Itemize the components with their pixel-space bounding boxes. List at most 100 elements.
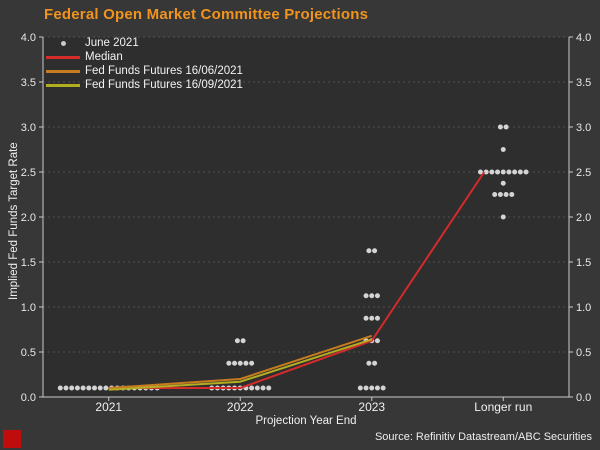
plot-background — [43, 37, 569, 397]
x-tick-label: 2022 — [227, 400, 254, 414]
dot — [363, 385, 369, 391]
dot — [380, 385, 386, 391]
dot — [517, 169, 523, 175]
median-line-swatch-icon — [46, 55, 80, 59]
dot — [254, 385, 260, 391]
y-tick-label-left: 3.5 — [21, 77, 36, 89]
dot — [512, 169, 518, 175]
dot — [500, 214, 506, 220]
y-tick-label-left: 2.5 — [21, 167, 36, 179]
dot — [97, 385, 103, 391]
legend-label-futures-june: Fed Funds Futures 16/06/2021 — [85, 65, 243, 77]
dot — [240, 338, 246, 344]
x-tick-label: Longer run — [474, 400, 532, 414]
dot — [363, 315, 369, 321]
dot — [374, 338, 380, 344]
dot — [366, 248, 372, 254]
dot — [232, 360, 238, 366]
dot — [369, 385, 375, 391]
legend-label-futures-september: Fed Funds Futures 16/09/2021 — [85, 79, 243, 91]
dot — [260, 385, 266, 391]
dot — [495, 169, 501, 175]
legend-label-median: Median — [85, 51, 123, 63]
dot — [363, 293, 369, 299]
source-note: Source: Refinitiv Datastream/ABC Securit… — [374, 431, 592, 443]
dot — [103, 385, 109, 391]
dot — [57, 385, 63, 391]
y-tick-label-right: 1.0 — [576, 302, 591, 314]
dot — [500, 147, 506, 152]
x-axis-title: Projection Year End — [255, 415, 357, 427]
dot — [366, 360, 372, 366]
legend-item-median: Median — [46, 50, 243, 64]
dot — [497, 124, 503, 130]
dot — [500, 180, 506, 186]
dot — [80, 385, 86, 391]
y-tick-label-left: 0.0 — [21, 392, 36, 404]
y-tick-label-left: 0.5 — [21, 347, 36, 359]
y-tick-label-right: 3.5 — [576, 77, 591, 89]
dot — [523, 169, 529, 175]
dot — [237, 360, 243, 366]
y-tick-label-right: 3.0 — [576, 122, 591, 134]
dot — [92, 385, 97, 391]
legend-label-june-2021: June 2021 — [85, 37, 139, 49]
y-tick-label-right: 4.0 — [576, 32, 591, 44]
dot — [477, 169, 483, 175]
dot — [503, 124, 509, 130]
dot — [503, 192, 509, 197]
y-axis-title: Implied Fed Funds Target Rate — [8, 142, 20, 300]
dot — [372, 248, 378, 254]
y-tick-label-left: 1.0 — [21, 302, 36, 314]
dot — [63, 385, 69, 391]
page-title: Federal Open Market Committee Projection… — [44, 6, 369, 23]
legend-item-futures-june: Fed Funds Futures 16/06/2021 — [46, 64, 243, 78]
dot — [357, 385, 363, 391]
dot — [489, 169, 495, 175]
fed-funds-futures-16-09-2021-line — [108, 338, 373, 391]
dot — [69, 385, 75, 391]
datastream-logo-square — [3, 430, 21, 448]
y-tick-label-left: 1.5 — [21, 257, 36, 269]
dot — [74, 385, 80, 391]
futures-june-line-swatch-icon — [46, 69, 80, 73]
dot — [243, 360, 249, 366]
dot — [500, 169, 506, 175]
dot — [249, 360, 255, 366]
dot — [234, 338, 240, 344]
x-tick-label: 2023 — [358, 400, 385, 414]
y-tick-label-left: 4.0 — [21, 32, 36, 44]
y-tick-label-right: 2.0 — [576, 212, 591, 224]
x-tick-label: 2021 — [95, 400, 122, 414]
fed-funds-futures-16-06-2021-line — [108, 334, 373, 389]
dot — [374, 293, 380, 299]
dot — [226, 360, 232, 366]
dot — [369, 315, 375, 321]
dot — [374, 315, 380, 321]
legend-item-june-2021: June 2021 — [46, 36, 243, 50]
y-tick-label-right: 0.5 — [576, 347, 591, 359]
legend: June 2021 Median Fed Funds Futures 16/06… — [46, 36, 243, 92]
y-tick-label-right: 0.0 — [576, 392, 591, 404]
dot — [249, 385, 255, 391]
dot — [497, 192, 503, 197]
dot — [266, 385, 272, 391]
dot-marker-icon — [46, 40, 80, 46]
dot — [374, 385, 380, 391]
dot — [506, 169, 512, 175]
dot — [369, 293, 375, 299]
dot — [509, 192, 515, 197]
y-tick-label-right: 2.5 — [576, 167, 591, 179]
futures-september-line-swatch-icon — [46, 83, 80, 87]
legend-item-futures-september: Fed Funds Futures 16/09/2021 — [46, 78, 243, 92]
y-tick-label-left: 2.0 — [21, 212, 36, 224]
dot — [492, 192, 498, 197]
y-tick-label-right: 1.5 — [576, 257, 591, 269]
dot — [483, 169, 489, 175]
y-tick-label-left: 3.0 — [21, 122, 36, 134]
dot — [86, 385, 92, 391]
median-line — [108, 171, 486, 389]
dot — [372, 360, 378, 366]
